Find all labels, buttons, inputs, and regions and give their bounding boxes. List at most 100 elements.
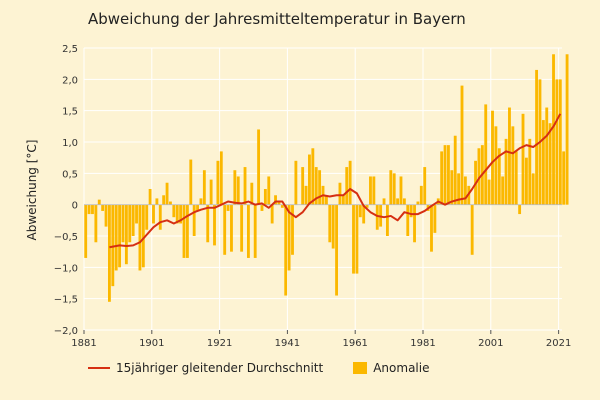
anomaly-bar	[419, 185, 423, 205]
anomaly-bar	[369, 176, 372, 205]
y-tick-label: −1,0	[54, 263, 78, 274]
anomaly-bar	[94, 204, 98, 243]
anomaly-bar	[97, 199, 101, 205]
anomaly-bar	[199, 198, 203, 205]
anomaly-bar	[294, 160, 298, 205]
anomaly-bar	[124, 204, 128, 265]
anomaly-bar	[291, 204, 294, 255]
anomaly-bar	[246, 204, 250, 258]
anomaly-bar	[416, 201, 420, 205]
legend: 15jähriger gleitender Durchschnitt Anoma…	[88, 361, 429, 375]
anomaly-bar	[558, 79, 562, 205]
y-tick-label: −0,5	[54, 232, 78, 243]
x-tick-label: 1941	[275, 338, 300, 349]
anomaly-bar	[91, 204, 94, 215]
anomaly-bar	[277, 201, 281, 205]
anomaly-bar	[223, 204, 227, 255]
anomaly-bar	[562, 151, 566, 205]
anomaly-bar	[413, 204, 416, 243]
anomaly-bar	[406, 204, 410, 236]
y-tick-label: 0	[72, 201, 78, 212]
anomaly-bar	[253, 204, 257, 258]
anomaly-bar	[213, 204, 216, 246]
anomaly-bar	[263, 189, 267, 205]
anomaly-bar	[219, 151, 223, 205]
x-tick-label: 1981	[410, 338, 435, 349]
anomaly-bar	[324, 195, 328, 205]
anomaly-bar	[555, 79, 559, 205]
legend-line-swatch	[88, 367, 110, 369]
anomaly-bar	[443, 145, 447, 205]
anomaly-bar	[135, 204, 138, 224]
anomaly-bar	[365, 204, 369, 208]
anomaly-bar	[545, 107, 549, 205]
anomaly-bar	[145, 204, 149, 230]
anomaly-bar	[484, 104, 488, 205]
anomaly-bar	[308, 154, 311, 205]
anomaly-bar	[280, 204, 284, 208]
anomaly-bar	[402, 198, 406, 205]
anomaly-bar	[399, 176, 403, 205]
anomaly-bar	[111, 204, 115, 287]
anomaly-bar	[148, 189, 152, 205]
anomaly-bar	[131, 204, 135, 236]
anomaly-bar	[121, 204, 125, 243]
anomaly-bar	[152, 204, 155, 224]
anomaly-bar	[433, 204, 437, 233]
anomaly-bar	[304, 185, 308, 205]
anomaly-bar	[287, 204, 291, 271]
anomaly-bar	[118, 204, 122, 268]
anomaly-bar	[230, 204, 233, 252]
anomaly-bar	[497, 148, 501, 205]
x-tick-label: 1921	[207, 338, 232, 349]
anomaly-bar	[128, 204, 132, 243]
anomaly-bar	[457, 173, 461, 205]
chart-title: Abweichung der Jahresmitteltemperatur in…	[88, 10, 466, 28]
anomaly-bar	[158, 204, 162, 230]
y-tick-labels: 2,5 2,0 1,5 1,0 0,5 0 −0,5 −1,0 −1,5 −2,0	[54, 44, 78, 337]
anomaly-bar	[541, 120, 545, 205]
x-tick-label: 1881	[71, 338, 96, 349]
anomaly-bar	[84, 204, 88, 258]
anomaly-bar	[185, 204, 189, 258]
anomaly-bar	[108, 204, 111, 302]
anomaly-bar	[189, 159, 193, 205]
anomaly-bar	[504, 138, 508, 205]
anomaly-bar	[389, 170, 393, 205]
anomaly-bar	[165, 182, 169, 205]
anomaly-bar	[385, 204, 389, 236]
anomaly-bar	[348, 160, 352, 205]
anomaly-bar	[196, 204, 199, 211]
anomaly-bar	[226, 204, 230, 211]
anomaly-bar	[243, 167, 247, 205]
anomaly-bar	[531, 173, 535, 205]
anomaly-bar	[362, 204, 366, 224]
y-tick-label: 1,5	[62, 107, 78, 118]
anomaly-bar	[318, 170, 322, 205]
anomaly-bar	[511, 126, 515, 205]
anomaly-bar	[565, 54, 569, 205]
anomaly-bar	[87, 204, 91, 215]
y-tick-label: 2,5	[62, 44, 78, 55]
anomaly-bar	[494, 126, 498, 205]
anomaly-bar	[328, 204, 332, 243]
anomaly-bar	[182, 204, 186, 258]
anomaly-bar	[524, 157, 528, 205]
legend-line-label: 15jähriger gleitender Durchschnitt	[116, 361, 324, 375]
anomaly-bar	[104, 204, 108, 227]
anomaly-bar	[338, 182, 342, 205]
anomaly-bar	[372, 176, 376, 205]
anomaly-bar	[450, 170, 454, 205]
anomaly-bar	[477, 148, 481, 205]
anomaly-bar	[314, 167, 318, 205]
y-tick-label: 0,5	[62, 169, 78, 180]
anomaly-bar	[375, 204, 379, 230]
anomaly-bar	[138, 204, 142, 271]
anomaly-bar	[311, 148, 315, 205]
anomaly-bar	[331, 204, 335, 249]
anomaly-bar	[440, 151, 444, 205]
anomaly-bar	[548, 123, 552, 205]
anomaly-bar	[491, 110, 494, 205]
anomaly-bar	[453, 135, 457, 205]
anomaly-bar	[358, 204, 362, 218]
